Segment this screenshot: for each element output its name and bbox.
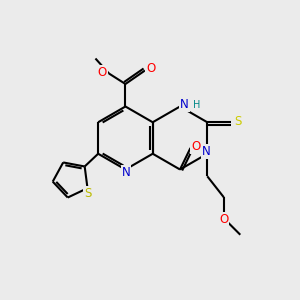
Text: N: N [202, 145, 211, 158]
Text: N: N [180, 98, 189, 112]
Text: S: S [234, 115, 242, 128]
Text: O: O [146, 62, 156, 76]
Text: H: H [193, 100, 200, 110]
Text: O: O [191, 140, 200, 153]
Text: N: N [122, 166, 130, 179]
Text: S: S [84, 187, 91, 200]
Text: O: O [219, 213, 228, 226]
Text: O: O [98, 65, 107, 79]
